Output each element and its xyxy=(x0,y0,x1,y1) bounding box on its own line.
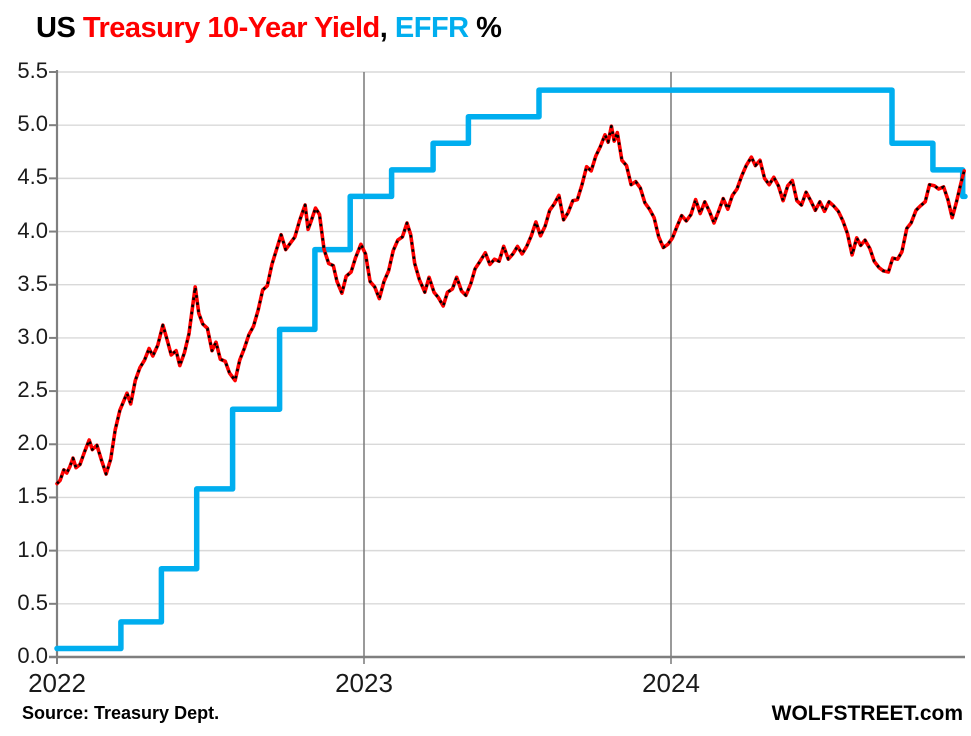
y-axis-tick-label: 1.5 xyxy=(17,483,48,508)
y-axis-tick-label: 5.5 xyxy=(17,58,48,83)
title-part-us: US xyxy=(36,12,83,44)
title-part-effr: EFFR xyxy=(394,12,469,44)
x-axis-tick-label: 2023 xyxy=(335,668,393,698)
y-axis-tick-label: 2.0 xyxy=(17,430,48,455)
y-axis-tick-label: 0.5 xyxy=(17,590,48,615)
effr-line xyxy=(54,87,968,652)
x-axis-tick-label: 2022 xyxy=(28,668,86,698)
y-axis-tick-label: 3.5 xyxy=(17,271,48,296)
title-part-treasury-yield: Treasury 10-Year Yield xyxy=(82,12,380,44)
title-part-percent: % xyxy=(468,12,502,44)
y-axis-tick-label: 1.0 xyxy=(17,537,48,562)
title-part-comma: , xyxy=(379,12,395,44)
y-axis-tick-label: 3.0 xyxy=(17,324,48,349)
chart-title: US Treasury 10-Year Yield, EFFR % xyxy=(36,12,502,45)
y-axis-tick-label: 5.0 xyxy=(17,111,48,136)
y-axis-tick-label: 0.0 xyxy=(17,643,48,668)
ten-year-yield-dash-overlay xyxy=(56,124,966,485)
source-label: Source: Treasury Dept. xyxy=(22,703,220,723)
y-axis-tick-label: 2.5 xyxy=(17,377,48,402)
y-axis-tick-label: 4.5 xyxy=(17,164,48,189)
y-axis-tick-label: 4.0 xyxy=(17,218,48,243)
brand-label: WOLFSTREET.com xyxy=(771,702,963,725)
x-axis-tick-label: 2024 xyxy=(642,668,700,698)
